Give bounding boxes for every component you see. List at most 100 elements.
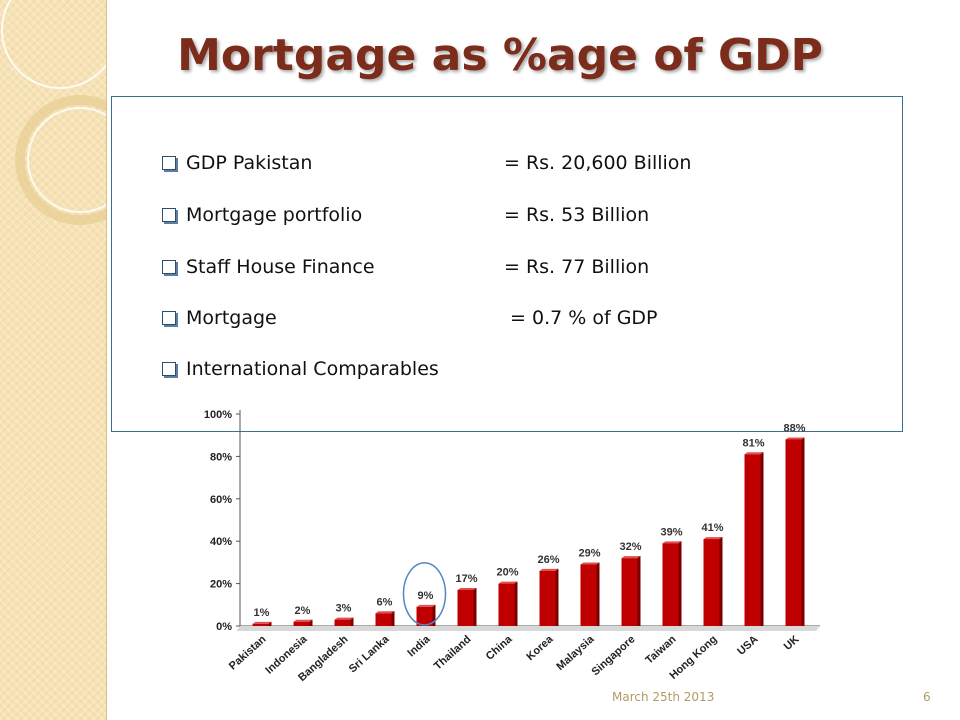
bar-side xyxy=(555,568,559,626)
data-label: 20% xyxy=(496,567,518,579)
bar-top xyxy=(580,562,600,565)
bar-side xyxy=(432,604,436,626)
data-label: 17% xyxy=(455,573,477,585)
info-row-staff-house-finance: Staff House Finance = Rs. 77 Billion xyxy=(162,254,649,280)
bar xyxy=(785,439,802,626)
data-label: 41% xyxy=(701,522,723,534)
info-row-gdp: GDP Pakistan = Rs. 20,600 Billion xyxy=(162,150,691,176)
checkbox-bullet-icon xyxy=(162,156,176,170)
y-tick-label: 20% xyxy=(210,579,232,591)
checkbox-bullet-icon xyxy=(162,362,176,376)
category-label: China xyxy=(484,633,515,663)
y-tick-label: 60% xyxy=(210,494,232,506)
data-label: 3% xyxy=(336,603,352,615)
bar xyxy=(375,613,392,626)
bar-top xyxy=(334,617,354,620)
category-label: India xyxy=(405,633,433,660)
data-label: 32% xyxy=(619,541,641,553)
category-label: Thailand xyxy=(432,633,474,672)
chart-floor xyxy=(236,626,820,631)
data-label: 81% xyxy=(742,437,764,449)
bar-top xyxy=(703,537,723,540)
slide-title: Mortgage as %age of GDP xyxy=(177,30,823,81)
bar-side xyxy=(596,562,600,626)
bar-top xyxy=(539,568,559,571)
bar-top xyxy=(621,556,641,559)
info-value: = 0.7 % of GDP xyxy=(504,307,658,329)
y-tick-label: 80% xyxy=(210,451,232,463)
bar-side xyxy=(473,587,477,626)
info-label: International Comparables xyxy=(186,358,439,380)
data-label: 6% xyxy=(377,596,393,608)
bar xyxy=(621,558,638,626)
bar-side xyxy=(391,611,395,626)
y-tick-label: 40% xyxy=(210,536,232,548)
category-label: Taiwan xyxy=(643,633,678,667)
info-label: Staff House Finance xyxy=(186,256,375,278)
info-label: GDP Pakistan xyxy=(186,152,313,174)
bar-top xyxy=(252,621,272,624)
checkbox-bullet-icon xyxy=(162,311,176,325)
page-number: 6 xyxy=(923,690,931,704)
info-row-mortgage: Mortgage = 0.7 % of GDP xyxy=(162,305,658,331)
data-label: 39% xyxy=(660,526,682,538)
info-row-mortgage-portfolio: Mortgage portfolio = Rs. 53 Billion xyxy=(162,202,649,228)
data-label: 88% xyxy=(783,422,805,434)
bar-top xyxy=(785,437,805,440)
data-label: 26% xyxy=(537,554,559,566)
bar-side xyxy=(268,621,272,626)
bar-side xyxy=(350,617,354,626)
bar xyxy=(703,539,720,626)
bar-top xyxy=(375,611,395,614)
category-label: Pakistan xyxy=(227,633,269,672)
bar-top xyxy=(498,581,518,584)
category-label: Korea xyxy=(524,633,556,663)
bar-top xyxy=(457,587,477,590)
bar xyxy=(334,619,351,626)
decorative-circles xyxy=(1,0,106,225)
bar-top xyxy=(744,452,764,455)
mortgage-gdp-bar-chart: 0%20%40%60%80%100%1%Pakistan2%Indonesia3… xyxy=(204,409,820,684)
data-label: 9% xyxy=(418,590,434,602)
bar xyxy=(498,583,515,626)
category-label: USA xyxy=(735,633,760,657)
data-label: 1% xyxy=(254,607,270,619)
info-row-international-comparables: International Comparables xyxy=(162,356,504,382)
bar-side xyxy=(309,619,313,626)
bar xyxy=(662,543,679,626)
info-value: = Rs. 53 Billion xyxy=(504,204,650,226)
bar-side xyxy=(719,537,723,626)
category-label: UK xyxy=(782,633,802,653)
footer-date: March 25th 2013 xyxy=(612,690,715,704)
category-label: Singapore xyxy=(589,633,637,678)
highlight-ring xyxy=(402,562,447,626)
info-box: GDP Pakistan = Rs. 20,600 Billion Mortga… xyxy=(111,96,903,432)
bar xyxy=(293,621,310,626)
y-tick-label: 100% xyxy=(204,409,232,421)
decorative-side-strip xyxy=(0,0,107,720)
bar xyxy=(539,570,556,626)
bar-top xyxy=(662,541,682,544)
bar xyxy=(416,606,433,626)
bar xyxy=(457,589,474,626)
info-label: Mortgage xyxy=(186,307,277,329)
data-label: 2% xyxy=(295,605,311,617)
bar-side xyxy=(678,541,682,626)
info-value: = Rs. 20,600 Billion xyxy=(504,152,692,174)
bar-top xyxy=(416,604,436,607)
bar xyxy=(580,564,597,626)
checkbox-bullet-icon xyxy=(162,208,176,222)
bar-top xyxy=(293,619,313,622)
bar-side xyxy=(801,437,805,626)
bar-side xyxy=(514,581,518,626)
y-tick-label: 0% xyxy=(216,621,232,633)
data-label: 29% xyxy=(578,548,600,560)
bar-side xyxy=(760,452,764,626)
bar-side xyxy=(637,556,641,626)
bar xyxy=(252,623,269,626)
info-label: Mortgage portfolio xyxy=(186,204,363,226)
bar xyxy=(744,454,761,626)
info-value: = Rs. 77 Billion xyxy=(504,256,650,278)
checkbox-bullet-icon xyxy=(162,260,176,274)
category-label: Sri Lanka xyxy=(347,633,392,676)
